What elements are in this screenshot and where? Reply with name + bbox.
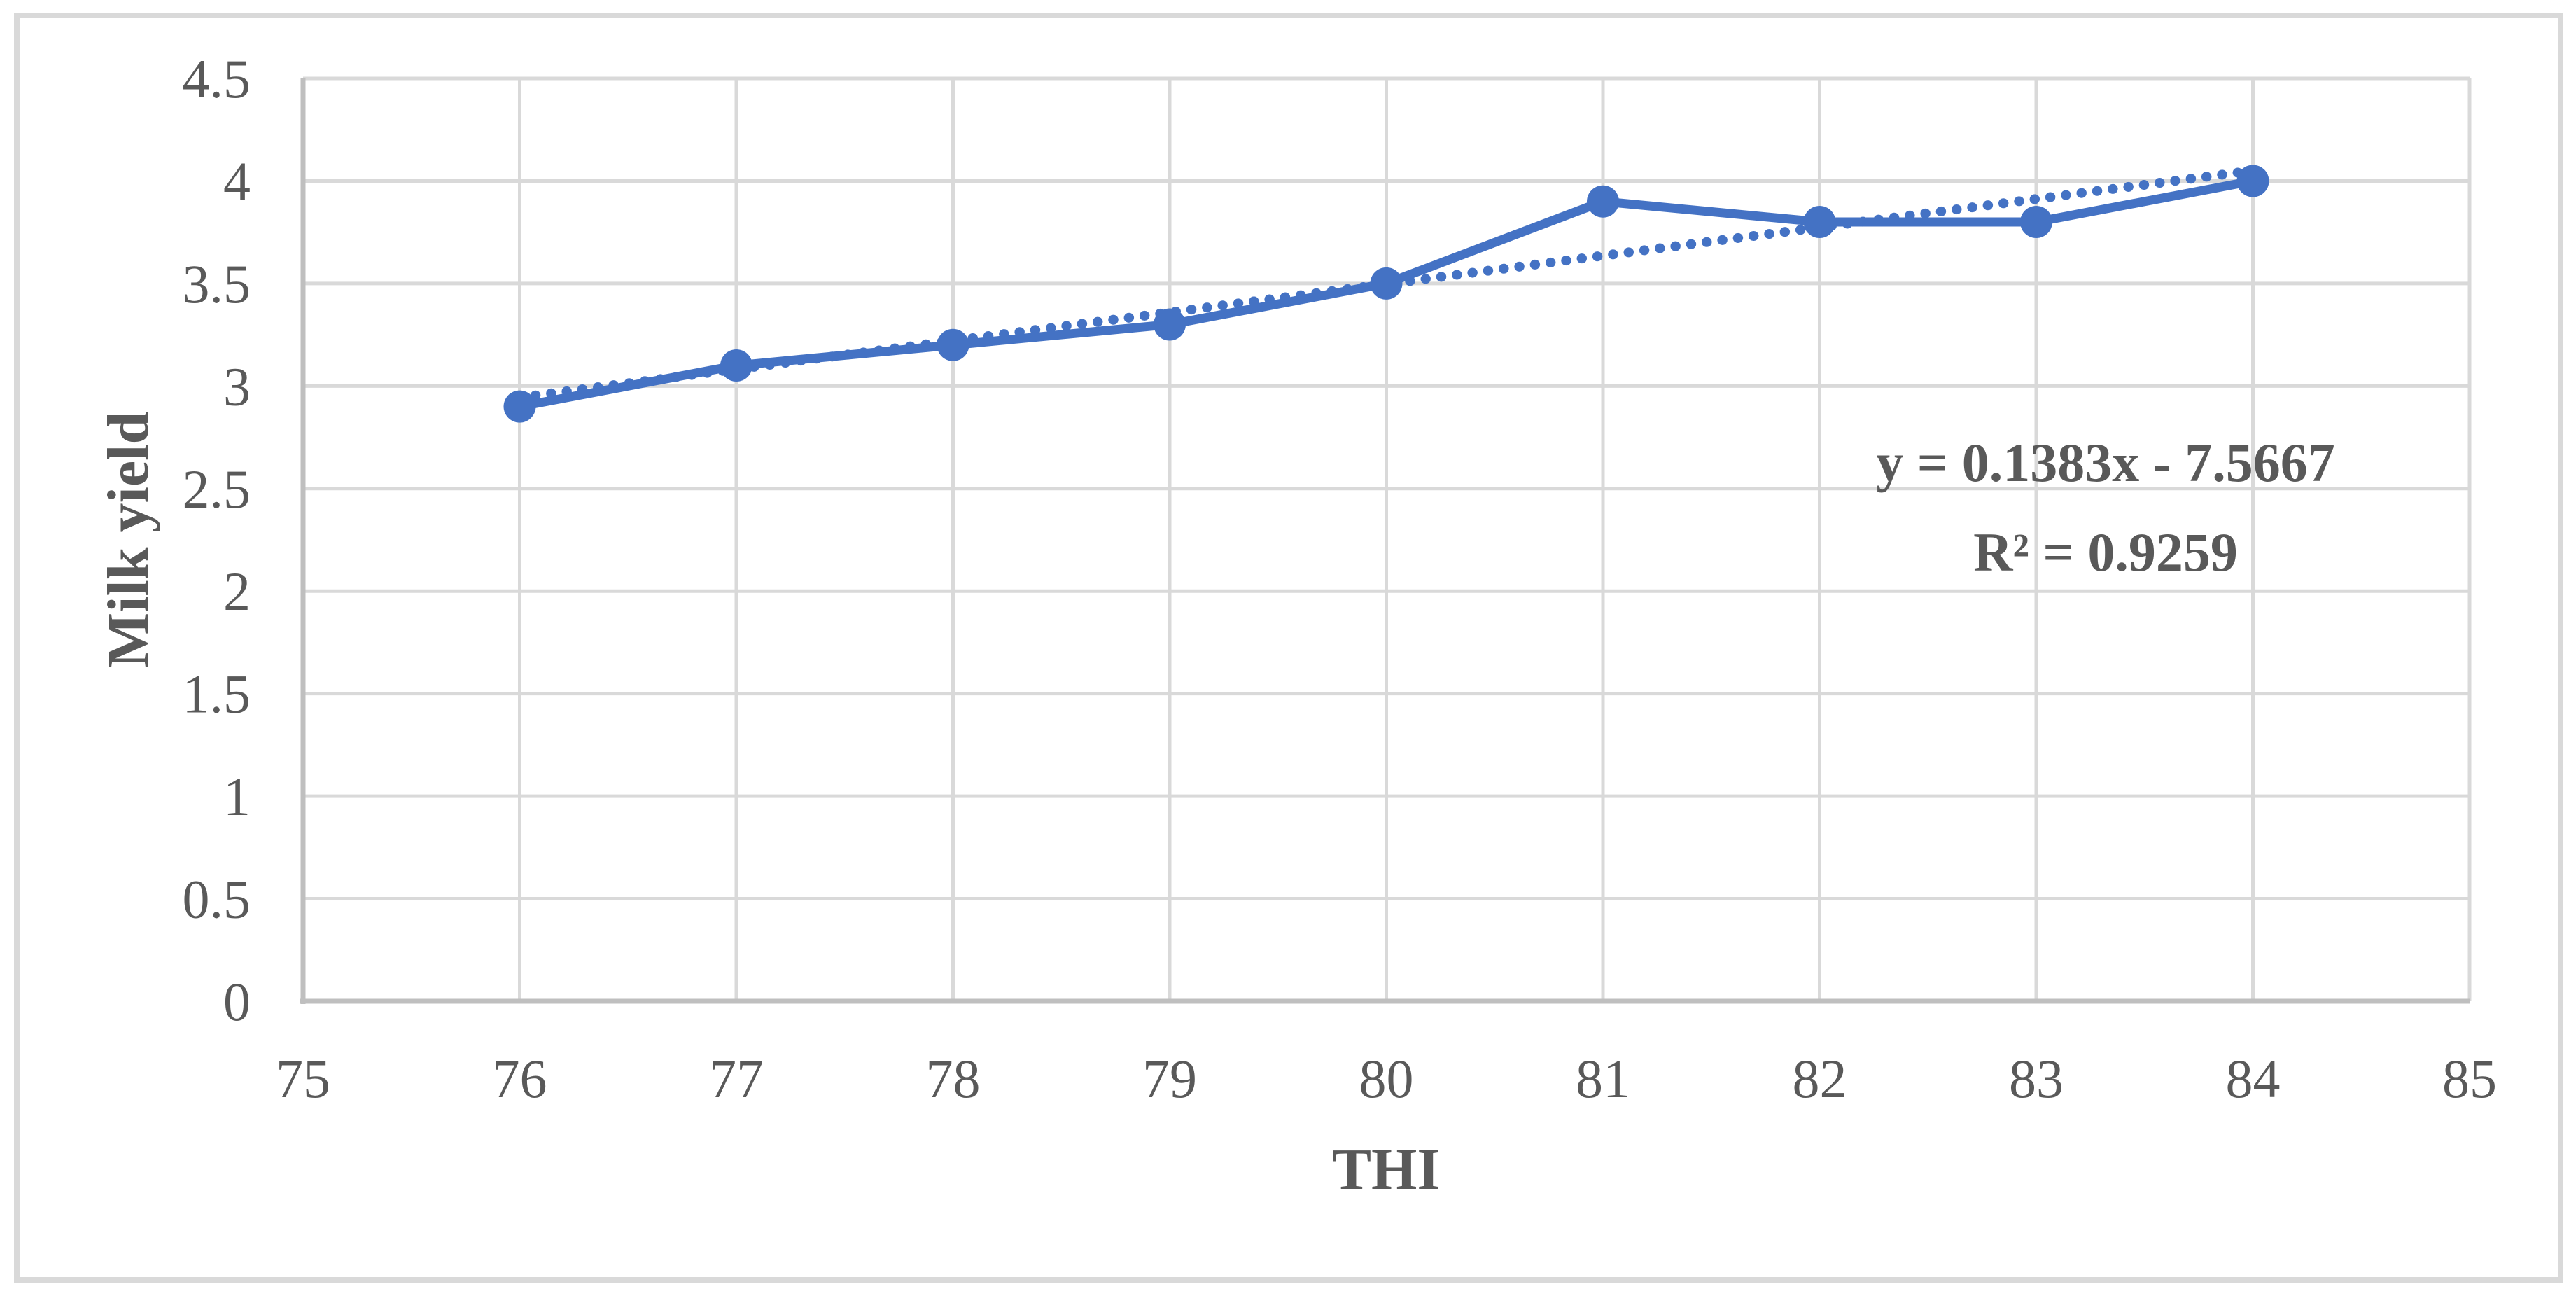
- data-point-markers: [503, 165, 2269, 423]
- x-tick-label: 82: [1793, 1048, 1847, 1109]
- x-tick-label: 79: [1142, 1048, 1197, 1109]
- data-point-marker: [503, 390, 536, 423]
- y-axis-title: Milk yield: [96, 412, 161, 668]
- x-tick-label: 76: [493, 1048, 547, 1109]
- x-tick-label: 81: [1576, 1048, 1630, 1109]
- y-tick-label: 2.5: [183, 459, 251, 520]
- data-point-marker: [2236, 165, 2269, 197]
- y-tick-label: 3: [223, 356, 251, 417]
- x-tick-label: 75: [276, 1048, 330, 1109]
- data-point-marker: [2020, 206, 2052, 239]
- y-tick-label: 4.5: [183, 48, 251, 109]
- data-point-marker: [1370, 267, 1403, 300]
- trendline-r-squared-label: R² = 0.9259: [1973, 522, 2238, 583]
- x-tick-label: 84: [2226, 1048, 2281, 1109]
- x-tick-label: 85: [2442, 1048, 2497, 1109]
- y-tick-labels: 0 0.5 1 1.5 2 2.5 3 3.5 4 4.5: [183, 48, 251, 1032]
- y-tick-label: 4: [223, 151, 251, 211]
- data-point-marker: [1154, 308, 1186, 341]
- y-tick-label: 1.5: [183, 664, 251, 725]
- data-point-marker: [937, 328, 969, 361]
- x-tick-label: 83: [2009, 1048, 2064, 1109]
- y-tick-label: 2: [223, 561, 251, 622]
- axis-lines: [300, 78, 2470, 1004]
- x-tick-label: 77: [709, 1048, 764, 1109]
- x-tick-label: 80: [1359, 1048, 1414, 1109]
- y-tick-label: 1: [223, 766, 251, 827]
- data-point-marker: [1587, 185, 1619, 218]
- y-tick-label: 3.5: [183, 253, 251, 314]
- x-tick-label: 78: [926, 1048, 981, 1109]
- figure-border: [14, 13, 2563, 1283]
- x-tick-labels: 75 76 77 78 79 80 81 82 83 84 85: [276, 1048, 2497, 1109]
- data-point-marker: [720, 349, 752, 382]
- x-axis-title: THI: [1332, 1137, 1440, 1202]
- gridlines: [303, 76, 2472, 1001]
- data-point-marker: [1803, 206, 1836, 239]
- y-tick-label: 0: [223, 971, 251, 1032]
- y-tick-label: 0.5: [183, 869, 251, 930]
- trendline-equation-label: y = 0.1383x - 7.5667: [1876, 432, 2334, 493]
